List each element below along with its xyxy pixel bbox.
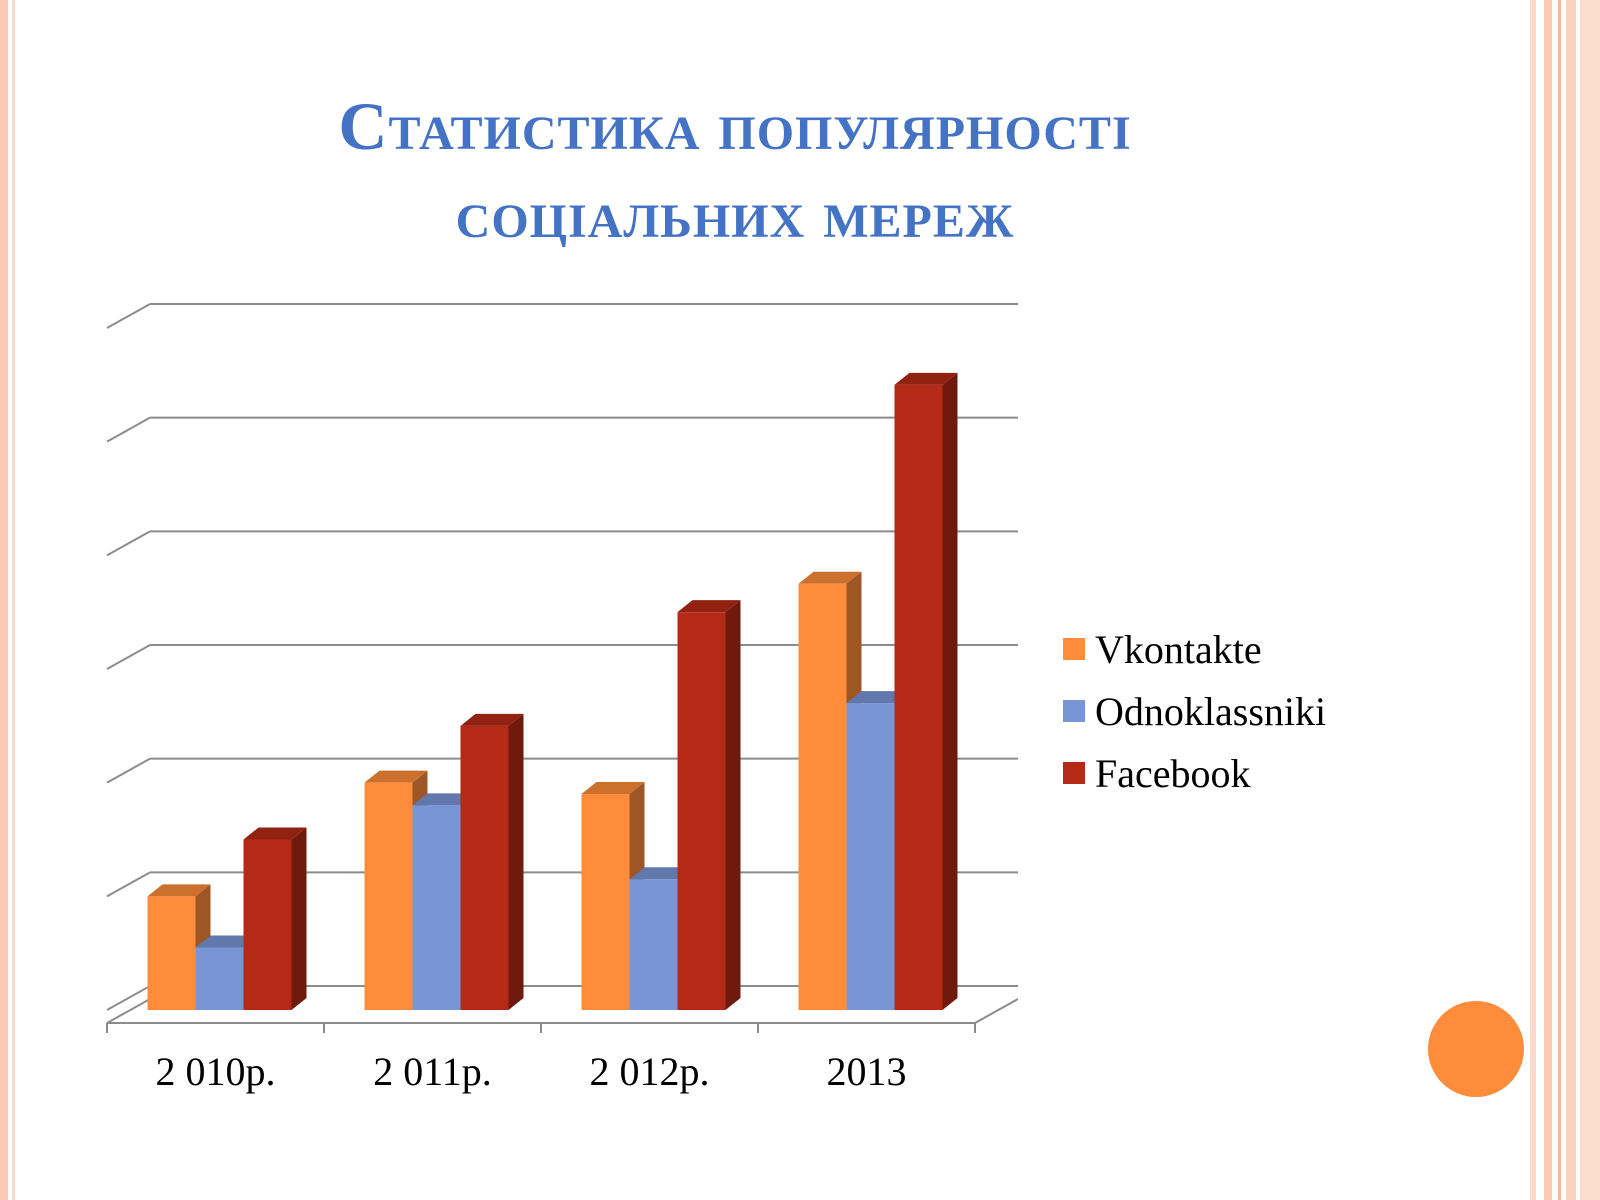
slide-title: Статистика популярності соціальних мереж xyxy=(130,82,1340,258)
bar-side xyxy=(725,600,741,1010)
bar-top xyxy=(581,782,645,795)
legend-label-facebook: Facebook xyxy=(1095,750,1251,796)
bar xyxy=(798,583,847,1010)
legend-item-facebook: Facebook xyxy=(1063,742,1326,804)
bar-top xyxy=(846,691,910,704)
x-axis-floor-edge xyxy=(974,998,1019,1024)
gridline-side xyxy=(106,871,151,898)
legend-swatch-vkontakte xyxy=(1063,638,1085,660)
x-tick-label: 2 010р. xyxy=(156,1049,276,1094)
bar xyxy=(412,805,461,1010)
bar xyxy=(460,725,509,1010)
slide-frame-left-inner xyxy=(12,0,15,1200)
decorative-circle xyxy=(1428,1001,1524,1097)
slide-title-line-1: Статистика популярності xyxy=(338,88,1132,164)
bar-top xyxy=(677,600,741,613)
bar-side xyxy=(508,713,524,1010)
bar-top xyxy=(798,571,862,584)
bar-top xyxy=(364,770,428,783)
slide-title-line-2: соціальних мереж xyxy=(455,176,1015,252)
bar xyxy=(195,947,244,1010)
bar-top xyxy=(894,372,958,385)
bar-side xyxy=(942,372,958,1010)
chart-legend: Vkontakte Odnoklassniki Facebook xyxy=(1063,618,1326,804)
gridline-side xyxy=(106,985,151,1011)
bar-top xyxy=(460,713,524,726)
legend-swatch-odnoklassniki xyxy=(1063,700,1085,722)
bar xyxy=(581,794,630,1010)
gridline-side xyxy=(106,530,151,557)
x-tick-label: 2 012р. xyxy=(590,1049,710,1094)
slide-frame-right xyxy=(1530,0,1600,1200)
legend-item-odnoklassniki: Odnoklassniki xyxy=(1063,680,1326,742)
x-axis-floor-edge-left xyxy=(106,998,151,1024)
bar-top xyxy=(147,884,211,897)
gridline-side xyxy=(106,757,151,784)
x-tick-label: 2 011р. xyxy=(373,1049,492,1094)
bar xyxy=(629,879,678,1010)
bar xyxy=(846,703,895,1010)
gridline-side xyxy=(106,303,151,329)
bar xyxy=(243,839,292,1010)
bar xyxy=(894,384,943,1010)
x-tick-label: 2013 xyxy=(827,1049,907,1094)
bar-top xyxy=(412,793,476,806)
bar-top xyxy=(629,867,693,880)
bar xyxy=(147,896,196,1010)
bar-top xyxy=(243,827,307,840)
legend-label-vkontakte: Vkontakte xyxy=(1095,626,1262,672)
legend-swatch-facebook xyxy=(1063,762,1085,784)
gridline-side xyxy=(106,644,151,670)
slide-frame-left xyxy=(0,0,8,1200)
bar xyxy=(364,782,413,1010)
bar xyxy=(677,612,726,1010)
bar-top xyxy=(195,935,259,948)
legend-label-odnoklassniki: Odnoklassniki xyxy=(1095,688,1327,734)
bar-side xyxy=(291,827,307,1010)
legend-item-vkontakte: Vkontakte xyxy=(1063,618,1326,680)
gridline-side xyxy=(106,416,151,443)
